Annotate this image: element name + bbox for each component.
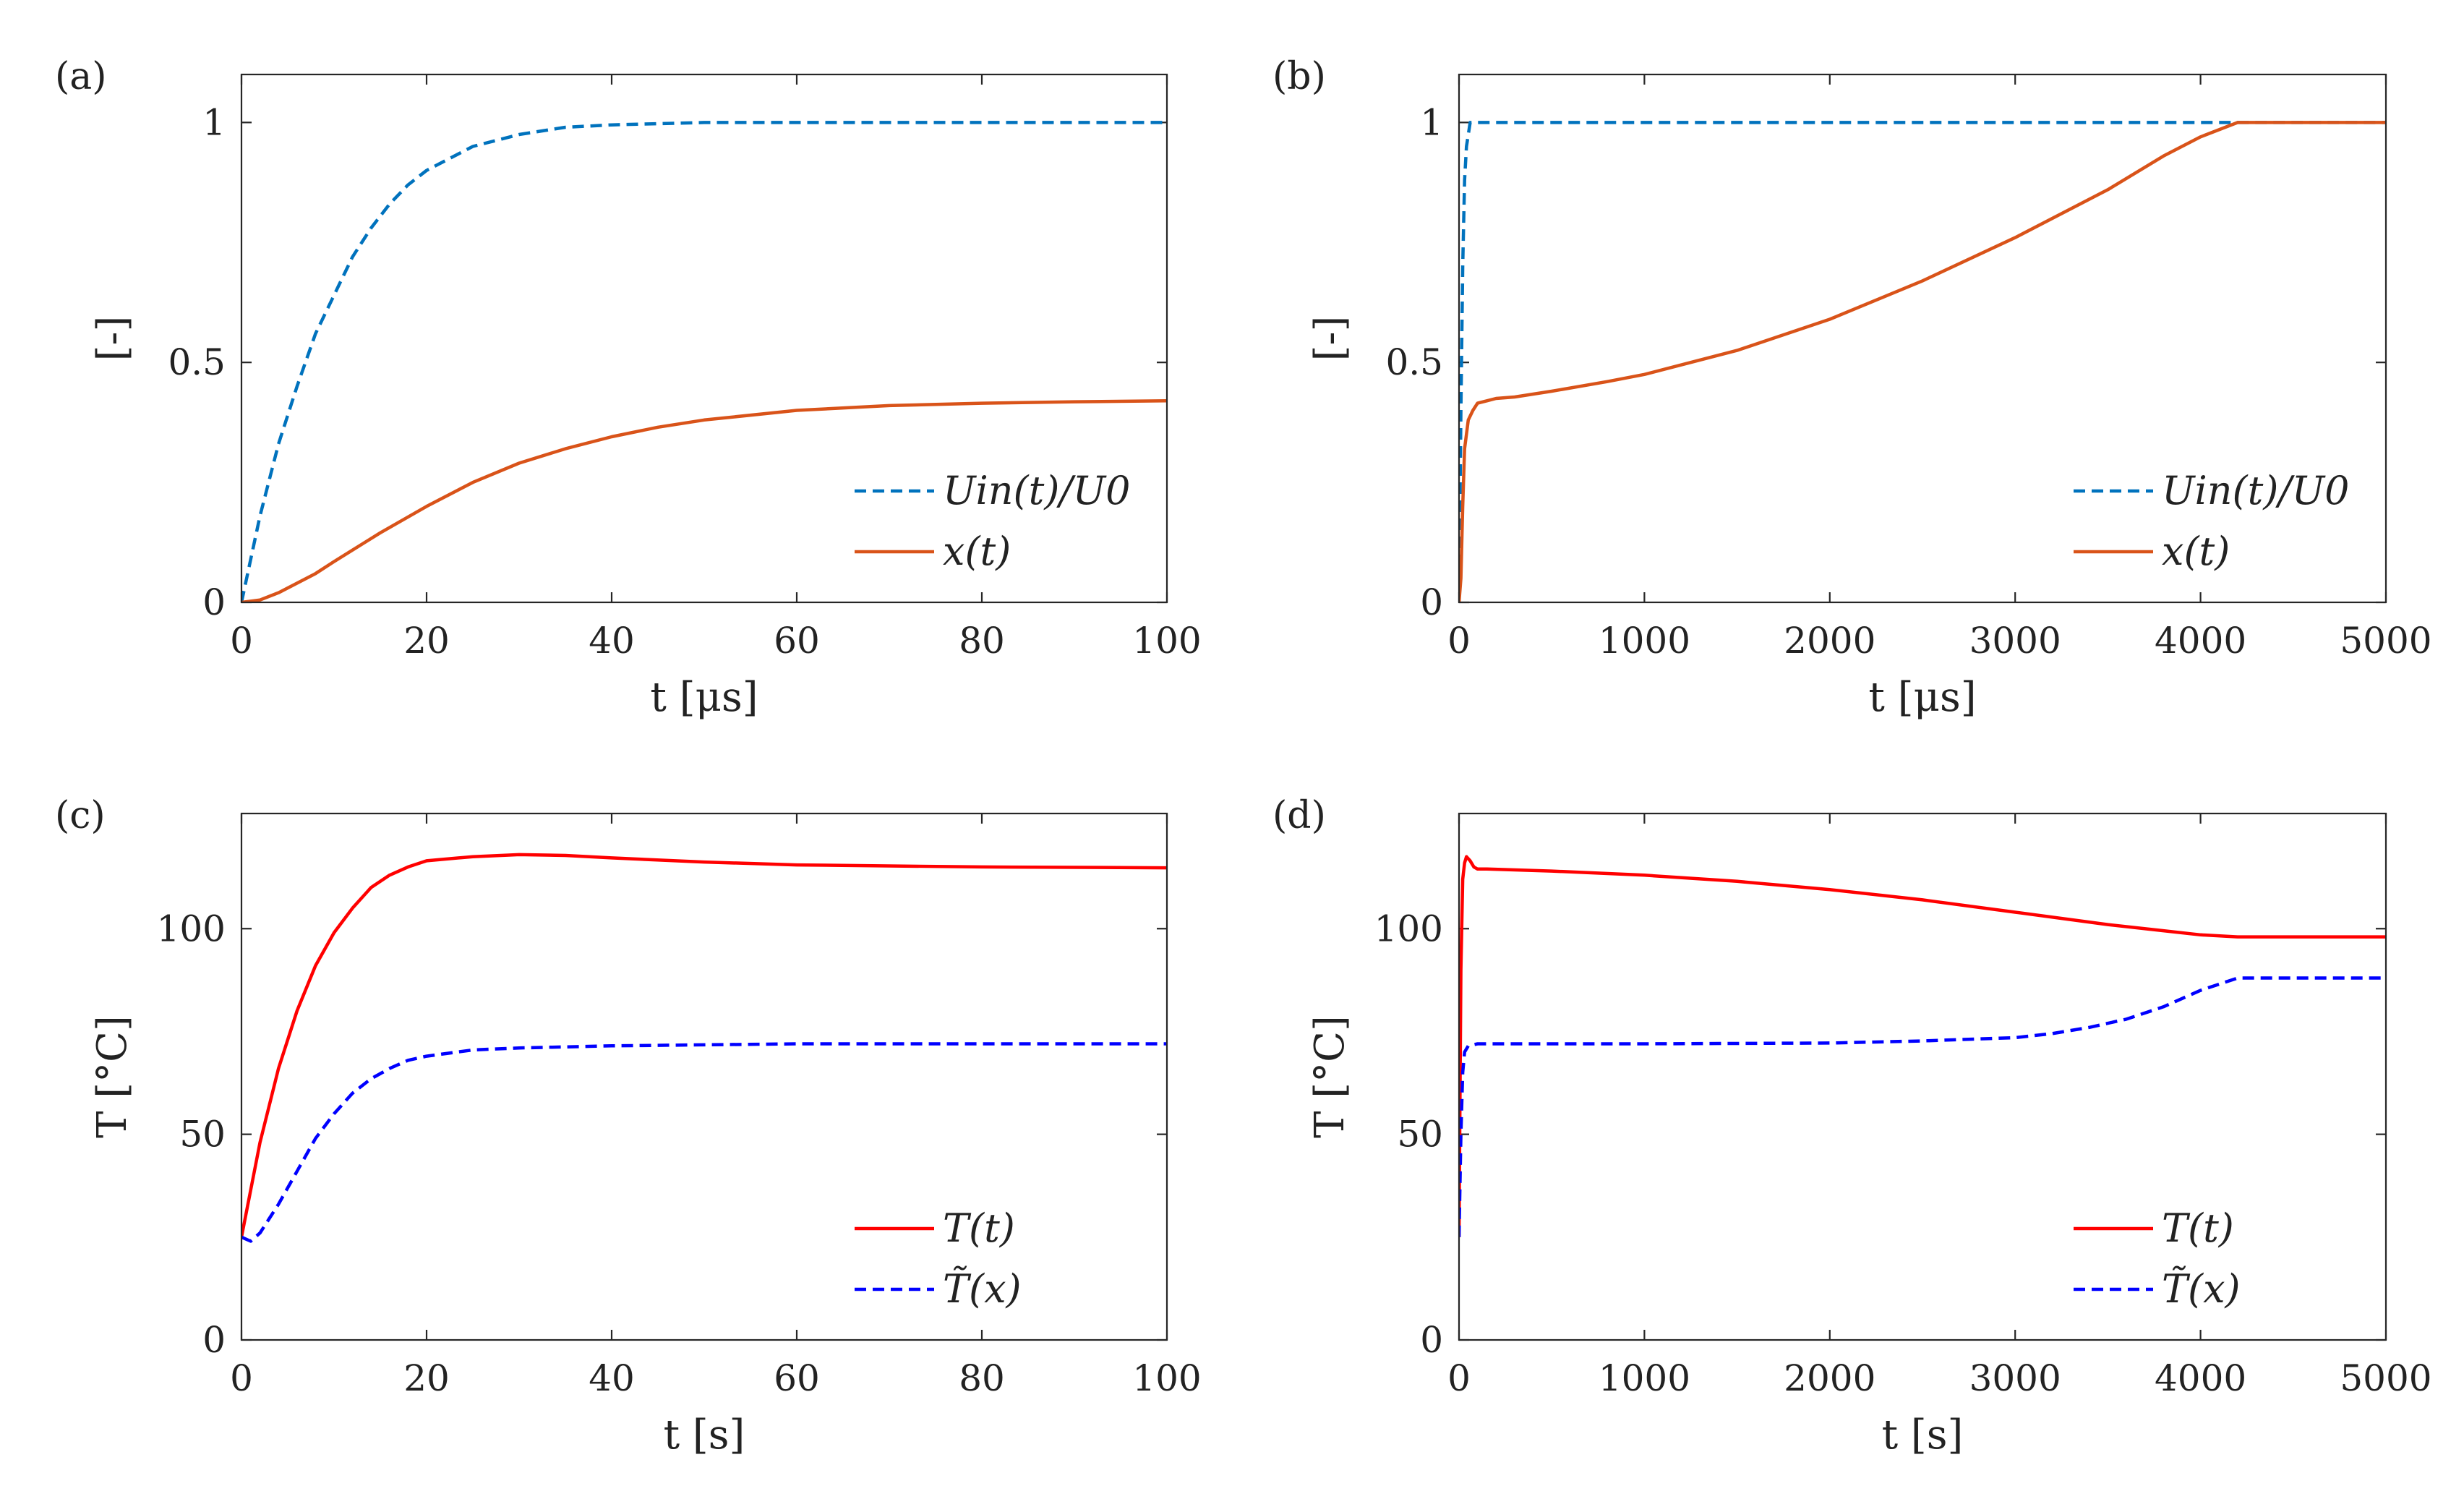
x-tick-label: 60 bbox=[774, 1357, 820, 1399]
y-tick-label: 0 bbox=[202, 581, 226, 623]
y-tick-label: 100 bbox=[157, 908, 226, 949]
panel-b: (b) 0 1000 2000 3000 4000 5000 0 0.5 1 t [μs] [-] Ui… bbox=[1272, 55, 2432, 721]
series-line-uin bbox=[1459, 121, 2386, 602]
legend-label-uin: Uin(t)/U0 bbox=[943, 468, 1130, 513]
x-tick-label: 20 bbox=[403, 620, 450, 662]
plot-frame bbox=[1458, 812, 2387, 1341]
x-axis-label: t [s] bbox=[664, 1412, 745, 1459]
panel-d: (d) 0 1000 2000 3000 4000 5000 0 50 100 t [s] T [°C… bbox=[1272, 794, 2432, 1459]
plot-frame bbox=[240, 73, 1168, 604]
x-tick-label: 100 bbox=[1132, 620, 1201, 662]
x-axis-label: t [μs] bbox=[1868, 674, 1976, 721]
y-tick-label: 0 bbox=[202, 1319, 226, 1361]
x-tick-label: 0 bbox=[1447, 1357, 1471, 1399]
legend-label-x: x(t) bbox=[2162, 529, 2230, 574]
y-tick-label: 0.5 bbox=[168, 341, 226, 383]
x-tick-label: 80 bbox=[959, 620, 1005, 662]
legend-label-uin: Uin(t)/U0 bbox=[2162, 468, 2349, 513]
x-tick-label: 1000 bbox=[1599, 620, 1690, 662]
y-axis-label: T [°C] bbox=[89, 1015, 136, 1138]
series-line-T bbox=[1459, 855, 2386, 1237]
legend-label-T: T(t) bbox=[2162, 1205, 2234, 1251]
plot-frame bbox=[1458, 73, 2387, 604]
x-axis-label: t [s] bbox=[1882, 1412, 1964, 1459]
x-tick-label: 20 bbox=[403, 1357, 450, 1399]
x-tick-label: 2000 bbox=[1784, 620, 1875, 662]
x-axis-label: t [μs] bbox=[650, 674, 758, 721]
x-tick-label: 0 bbox=[230, 1357, 253, 1399]
series-line-Ttilde bbox=[241, 1042, 1167, 1243]
x-tick-label: 3000 bbox=[1969, 1357, 2061, 1399]
legend: Uin(t)/U0 x(t) bbox=[2066, 455, 2377, 585]
panel-label-b: (b) bbox=[1272, 55, 1326, 98]
series-line-T bbox=[241, 853, 1167, 1238]
legend-box bbox=[847, 1192, 1158, 1323]
x-tick-label: 4000 bbox=[2155, 1357, 2246, 1399]
y-tick-label: 100 bbox=[1374, 908, 1443, 949]
panel-label-a: (a) bbox=[55, 55, 107, 98]
panel-label-d: (d) bbox=[1272, 794, 1326, 837]
y-tick-label: 1 bbox=[202, 101, 226, 143]
legend-box bbox=[847, 455, 1158, 585]
series-line-uin bbox=[241, 121, 1167, 602]
plot-frame bbox=[240, 812, 1168, 1341]
legend: Uin(t)/U0 x(t) bbox=[847, 455, 1158, 585]
x-tick-label: 80 bbox=[959, 1357, 1005, 1399]
x-tick-label: 3000 bbox=[1969, 620, 2061, 662]
x-tick-label: 0 bbox=[1447, 620, 1471, 662]
legend-box bbox=[2066, 455, 2377, 585]
x-tick-label: 0 bbox=[230, 620, 253, 662]
series-line-x bbox=[1459, 121, 2386, 602]
y-axis-label: [-] bbox=[89, 316, 136, 362]
x-tick-label: 1000 bbox=[1599, 1357, 1690, 1399]
x-tick-label: 40 bbox=[589, 1357, 635, 1399]
legend-box bbox=[2066, 1192, 2377, 1323]
legend-label-x: x(t) bbox=[943, 529, 1011, 574]
x-tick-label: 100 bbox=[1132, 1357, 1201, 1399]
panel-c: (c) 0 20 40 60 80 100 0 50 100 t [s] T [°C] T(t) T̃(x… bbox=[55, 794, 1202, 1459]
legend-label-Ttilde: T̃(x) bbox=[2162, 1265, 2241, 1312]
y-axis-label: T [°C] bbox=[1306, 1015, 1353, 1138]
legend-label-Ttilde: T̃(x) bbox=[943, 1265, 1022, 1312]
y-tick-label: 50 bbox=[179, 1114, 226, 1156]
y-tick-label: 0 bbox=[1420, 1319, 1443, 1361]
x-tick-label: 60 bbox=[774, 620, 820, 662]
y-tick-label: 0 bbox=[1420, 581, 1443, 623]
series-line-x bbox=[241, 399, 1167, 602]
x-tick-label: 2000 bbox=[1784, 1357, 1875, 1399]
y-axis-label: [-] bbox=[1306, 316, 1353, 362]
x-tick-label: 40 bbox=[589, 620, 635, 662]
y-tick-label: 1 bbox=[1420, 101, 1443, 143]
panel-label-c: (c) bbox=[55, 794, 106, 837]
y-tick-label: 0.5 bbox=[1385, 341, 1443, 383]
series-line-Ttilde bbox=[1459, 976, 2386, 1237]
x-tick-label: 5000 bbox=[2340, 620, 2431, 662]
panel-a: (a) 0 20 40 60 80 100 0 0.5 1 t [μs] [-] Uin(t)/U0 x(… bbox=[55, 55, 1202, 721]
legend: T(t) T̃(x) bbox=[847, 1192, 1158, 1323]
legend-label-T: T(t) bbox=[943, 1205, 1015, 1251]
legend: T(t) T̃(x) bbox=[2066, 1192, 2377, 1323]
y-tick-label: 50 bbox=[1397, 1114, 1443, 1156]
x-tick-label: 4000 bbox=[2155, 620, 2246, 662]
x-tick-label: 5000 bbox=[2340, 1357, 2431, 1399]
